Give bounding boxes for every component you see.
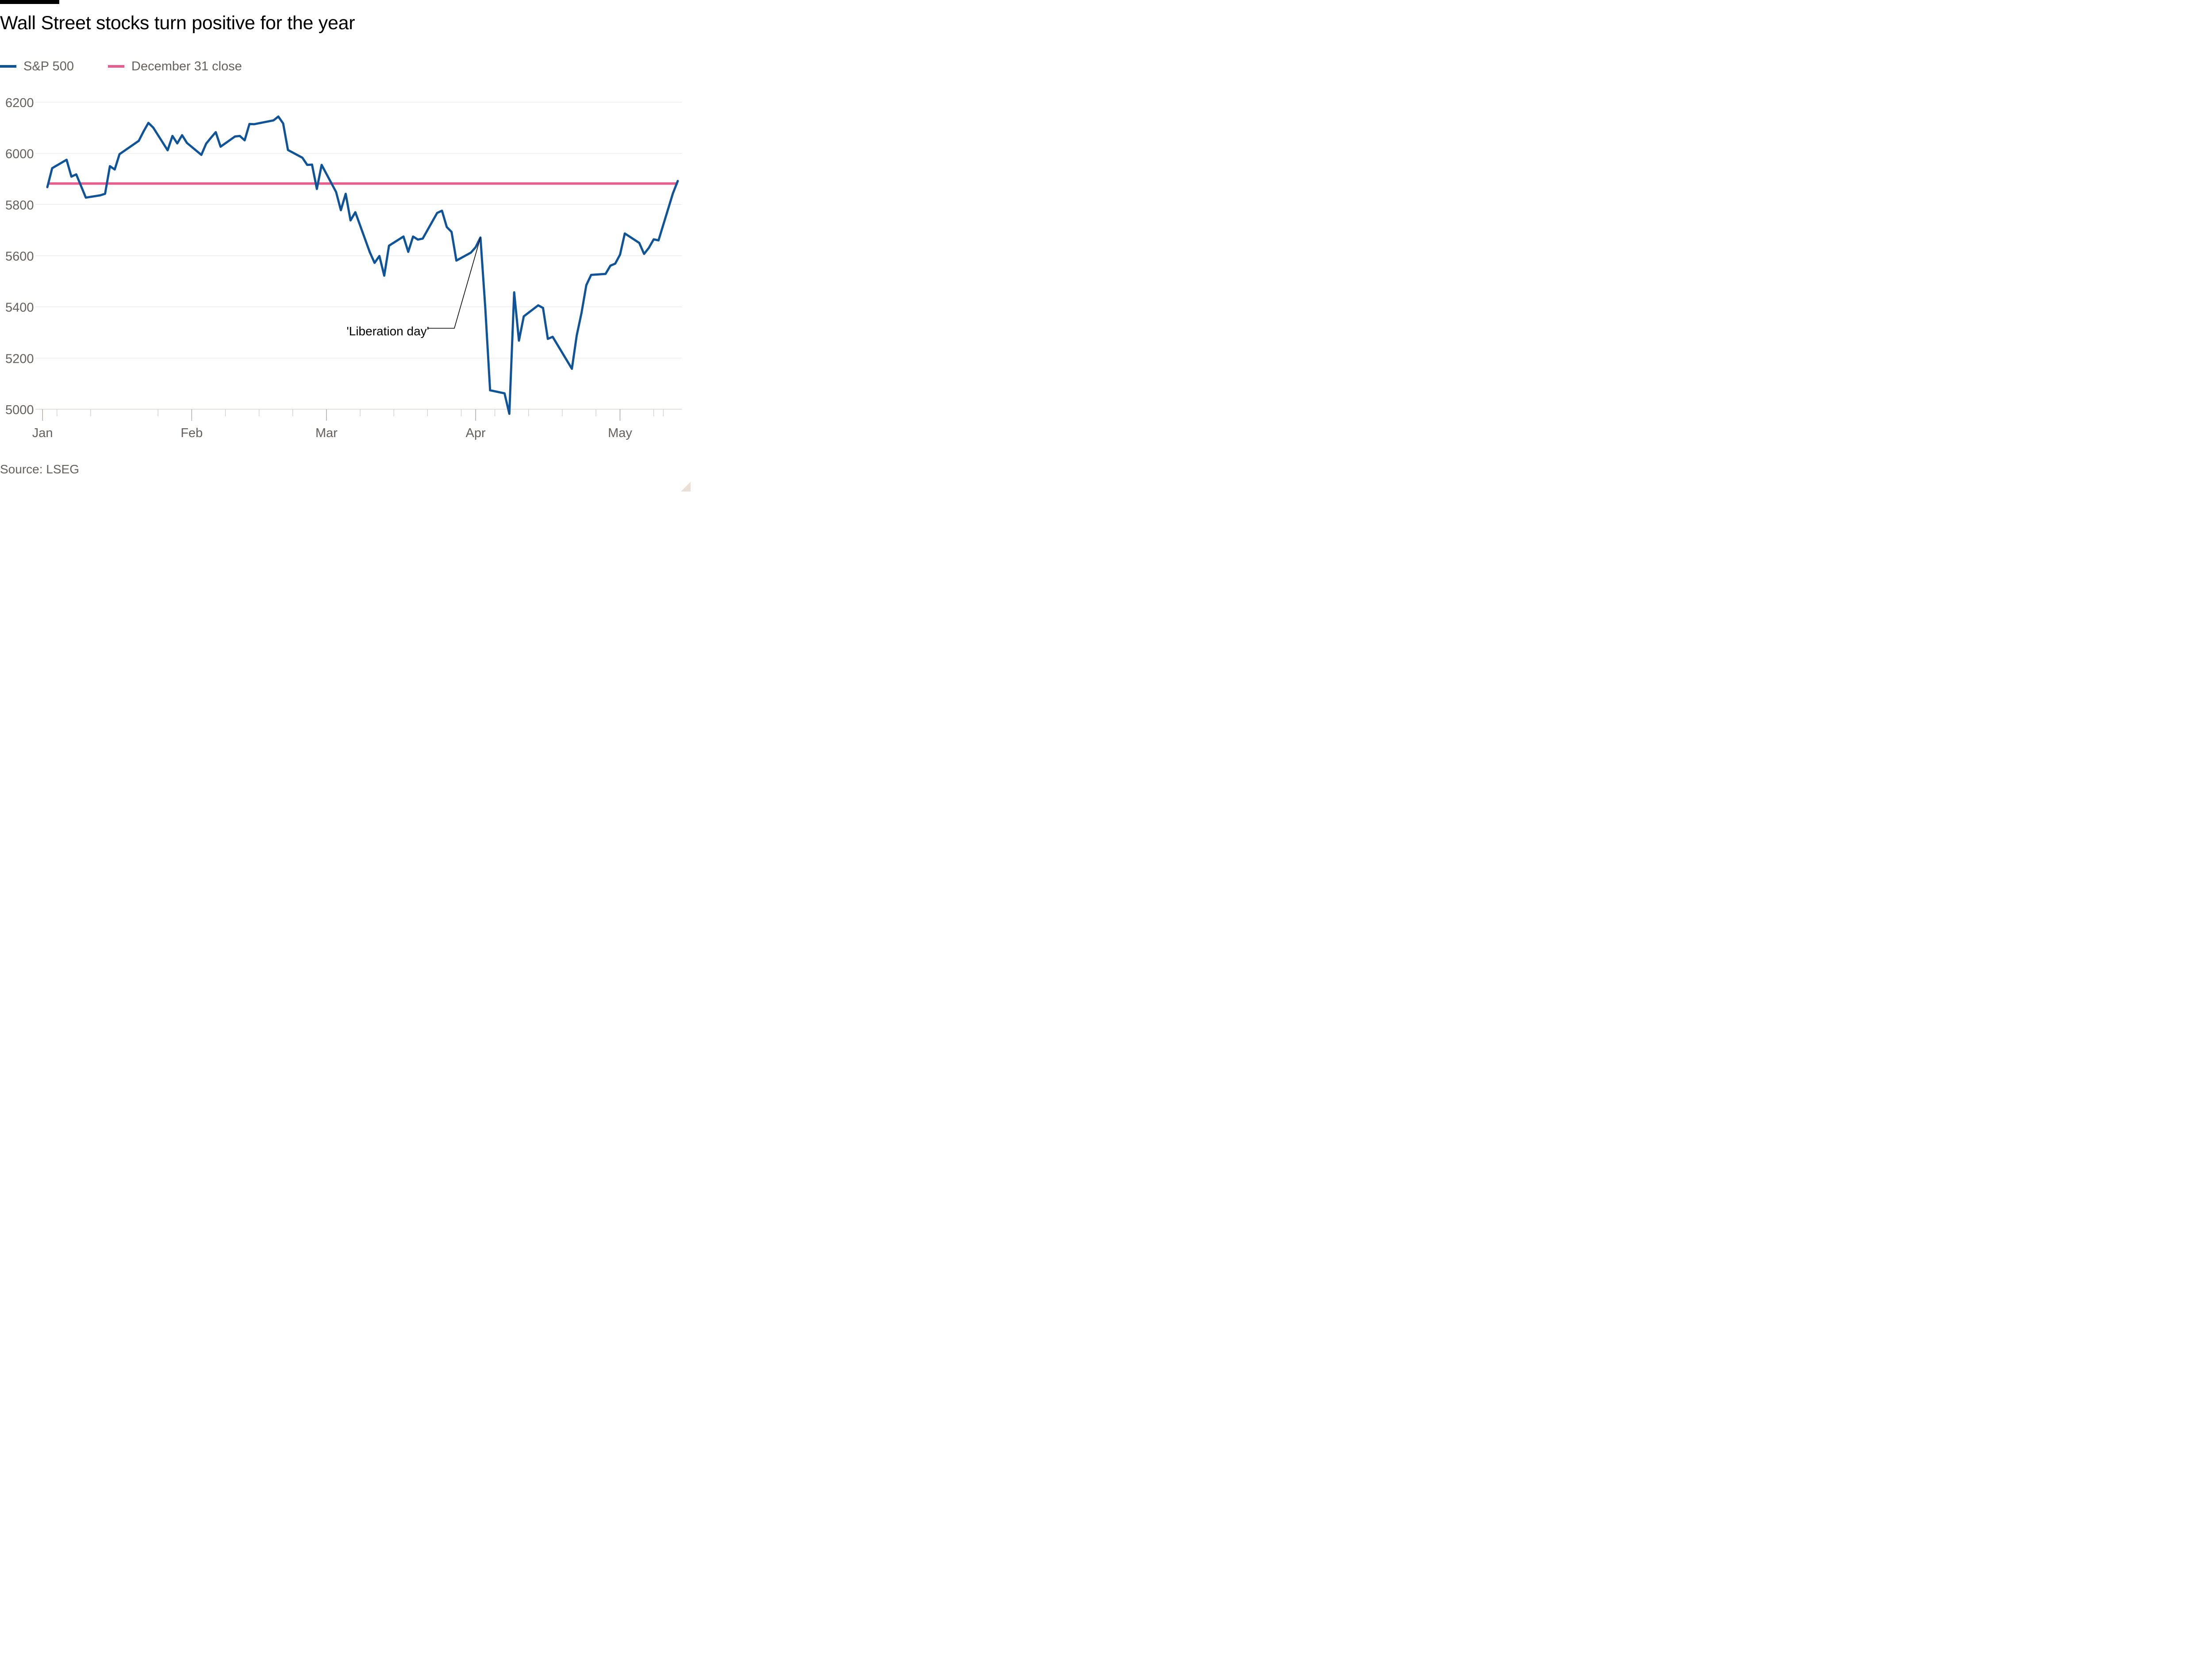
legend-item-sp500: S&P 500 — [0, 58, 74, 75]
line-chart: 6200 6000 5800 5600 5400 5200 5000 Jan Feb Mar Ap… — [5, 96, 682, 440]
x-tick-label-may: May — [608, 426, 632, 440]
source-note: Source: LSEG — [0, 462, 79, 476]
x-tick-label-apr: Apr — [466, 426, 486, 440]
x-tick-label-mar: Mar — [315, 426, 338, 440]
legend-label-december-31-close: December 31 close — [131, 59, 242, 73]
y-tick-label-5000: 5000 — [5, 403, 34, 417]
y-axis: 6200 6000 5800 5600 5400 5200 5000 — [5, 96, 34, 417]
y-tick-label-5200: 5200 — [5, 352, 34, 366]
annotation-layer: 'Liberation day' — [346, 237, 481, 338]
corner-fold-icon — [681, 482, 691, 492]
y-tick-label-6000: 6000 — [5, 147, 34, 161]
y-tick-label-6200: 6200 — [5, 96, 34, 110]
y-tick-label-5400: 5400 — [5, 301, 34, 315]
x-axis: Jan Feb Mar Apr May — [32, 409, 664, 440]
brand-bar — [0, 0, 59, 4]
series-line-sp500 — [46, 115, 679, 415]
series-layer — [46, 115, 679, 415]
legend-swatch-sp500 — [0, 65, 16, 68]
gridlines — [35, 102, 682, 410]
legend-item-december-31-close: December 31 close — [108, 58, 242, 75]
annotation-leader-line — [428, 237, 481, 329]
legend-swatch-december-31-close — [108, 65, 124, 68]
y-tick-label-5600: 5600 — [5, 250, 34, 264]
legend-label-sp500: S&P 500 — [23, 59, 74, 73]
x-tick-label-jan: Jan — [32, 426, 53, 440]
x-tick-label-feb: Feb — [180, 426, 203, 440]
y-tick-label-5800: 5800 — [5, 198, 34, 212]
annotation-label: 'Liberation day' — [346, 324, 429, 338]
chart-title: Wall Street stocks turn positive for the… — [0, 12, 355, 34]
